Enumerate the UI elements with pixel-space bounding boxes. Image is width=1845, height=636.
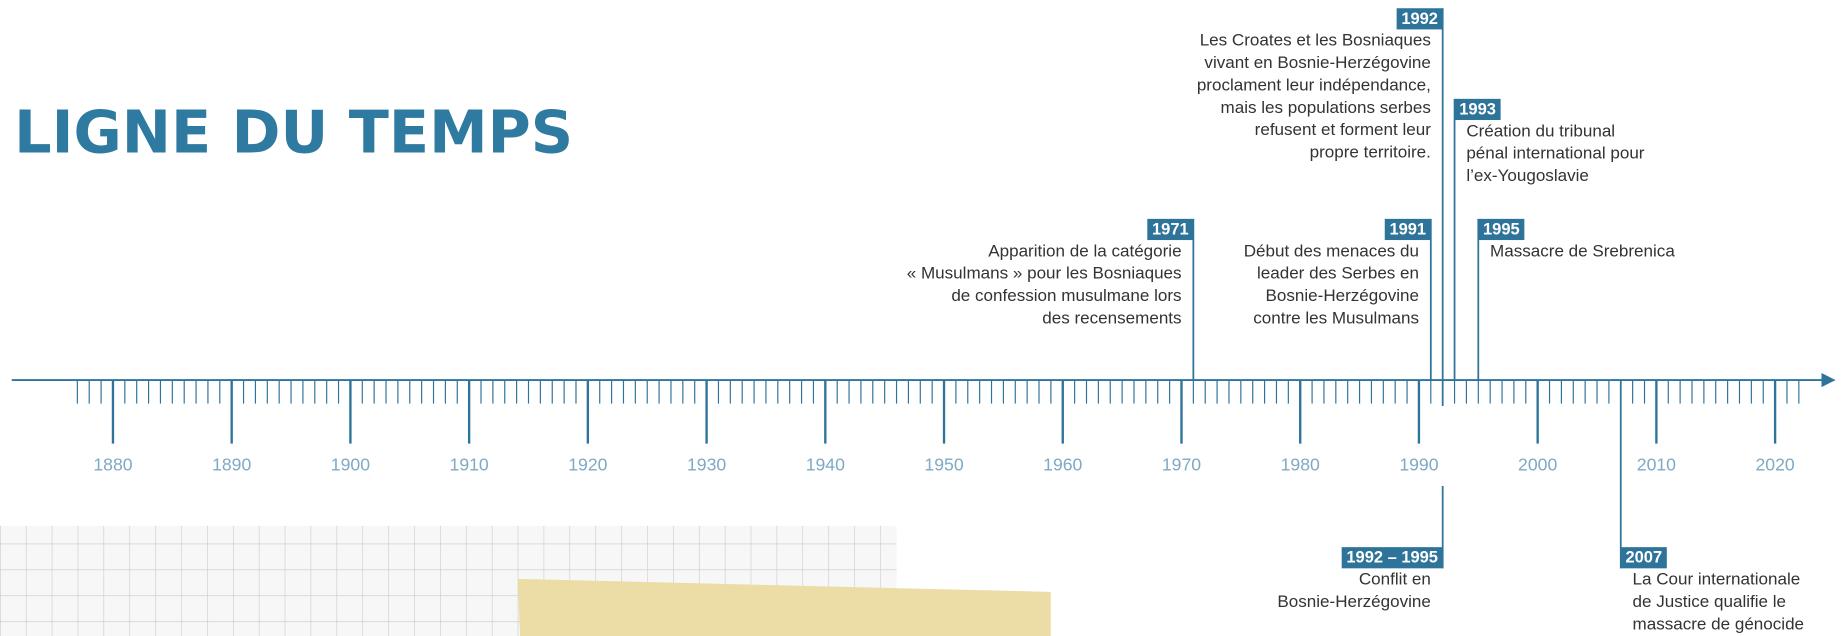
event-description: Conflit en bbox=[1359, 570, 1431, 589]
year-label: 1880 bbox=[93, 455, 132, 475]
year-label: 2000 bbox=[1518, 455, 1557, 475]
event-description: mais les populations serbes bbox=[1221, 98, 1431, 117]
year-label: 1960 bbox=[1043, 455, 1082, 475]
event-description: de Justice qualifie le bbox=[1633, 592, 1787, 611]
paper-scrap bbox=[518, 579, 1051, 636]
event-description: Création du tribunal bbox=[1466, 121, 1615, 140]
event-label: 1992 – 1995 bbox=[1346, 549, 1438, 567]
event-label: 1971 bbox=[1152, 220, 1189, 238]
page: {"header": {"title": "LIGNE DU TEMPS"}, … bbox=[0, 0, 1845, 636]
event-description: Apparition de la catégorie bbox=[988, 241, 1181, 260]
year-label: 1940 bbox=[806, 455, 845, 475]
timeline: LIGNE DU TEMPS 1880 1890 1900 1910 1920 1930 1… bbox=[0, 0, 1845, 636]
title: LIGNE DU TEMPS bbox=[14, 98, 573, 167]
event-label: 2007 bbox=[1625, 549, 1662, 567]
event-description: Début des menaces du bbox=[1244, 241, 1419, 260]
event-description: contre les Musulmans bbox=[1253, 308, 1419, 327]
event-description: Bosnie-Herzégovine bbox=[1277, 592, 1431, 611]
event-label: 1992 bbox=[1401, 10, 1438, 28]
year-label: 2010 bbox=[1637, 455, 1676, 475]
year-label: 2020 bbox=[1755, 455, 1794, 475]
event-description: La Cour internationale bbox=[1633, 570, 1801, 589]
axis-arrow bbox=[1821, 373, 1835, 387]
event-description: leader des Serbes en bbox=[1257, 264, 1419, 283]
event-description: l’ex-Yougoslavie bbox=[1466, 166, 1589, 185]
year-label: 1970 bbox=[1162, 455, 1201, 475]
event-label: 1993 bbox=[1459, 100, 1496, 118]
year-label: 1910 bbox=[450, 455, 489, 475]
event-label: 1991 bbox=[1389, 220, 1426, 238]
event-description: vivant en Bosnie-Herzégovine bbox=[1204, 53, 1430, 72]
event-description: Les Croates et les Bosniaques bbox=[1200, 31, 1431, 50]
event-description: de confession musulmane lors bbox=[951, 286, 1181, 305]
year-label: 1920 bbox=[568, 455, 607, 475]
event-description: refusent et forment leur bbox=[1255, 120, 1432, 139]
year-label: 1990 bbox=[1399, 455, 1438, 475]
year-label: 1930 bbox=[687, 455, 726, 475]
event-description: propre territoire. bbox=[1310, 142, 1431, 161]
year-label: 1890 bbox=[212, 455, 251, 475]
event-description: Massacre de Srebrenica bbox=[1490, 241, 1675, 260]
year-label: 1980 bbox=[1281, 455, 1320, 475]
event-label: 1995 bbox=[1483, 220, 1520, 238]
year-label: 1950 bbox=[924, 455, 963, 475]
event-description: « Musulmans » pour les Bosniaques bbox=[907, 264, 1182, 283]
event-description: proclament leur indépendance, bbox=[1197, 75, 1431, 94]
event-description: massacre de génocide bbox=[1633, 614, 1805, 633]
event-description: des recensements bbox=[1042, 308, 1181, 327]
year-label: 1900 bbox=[331, 455, 370, 475]
event-description: Bosnie-Herzégovine bbox=[1266, 286, 1420, 305]
event-description: pénal international pour bbox=[1466, 144, 1644, 163]
